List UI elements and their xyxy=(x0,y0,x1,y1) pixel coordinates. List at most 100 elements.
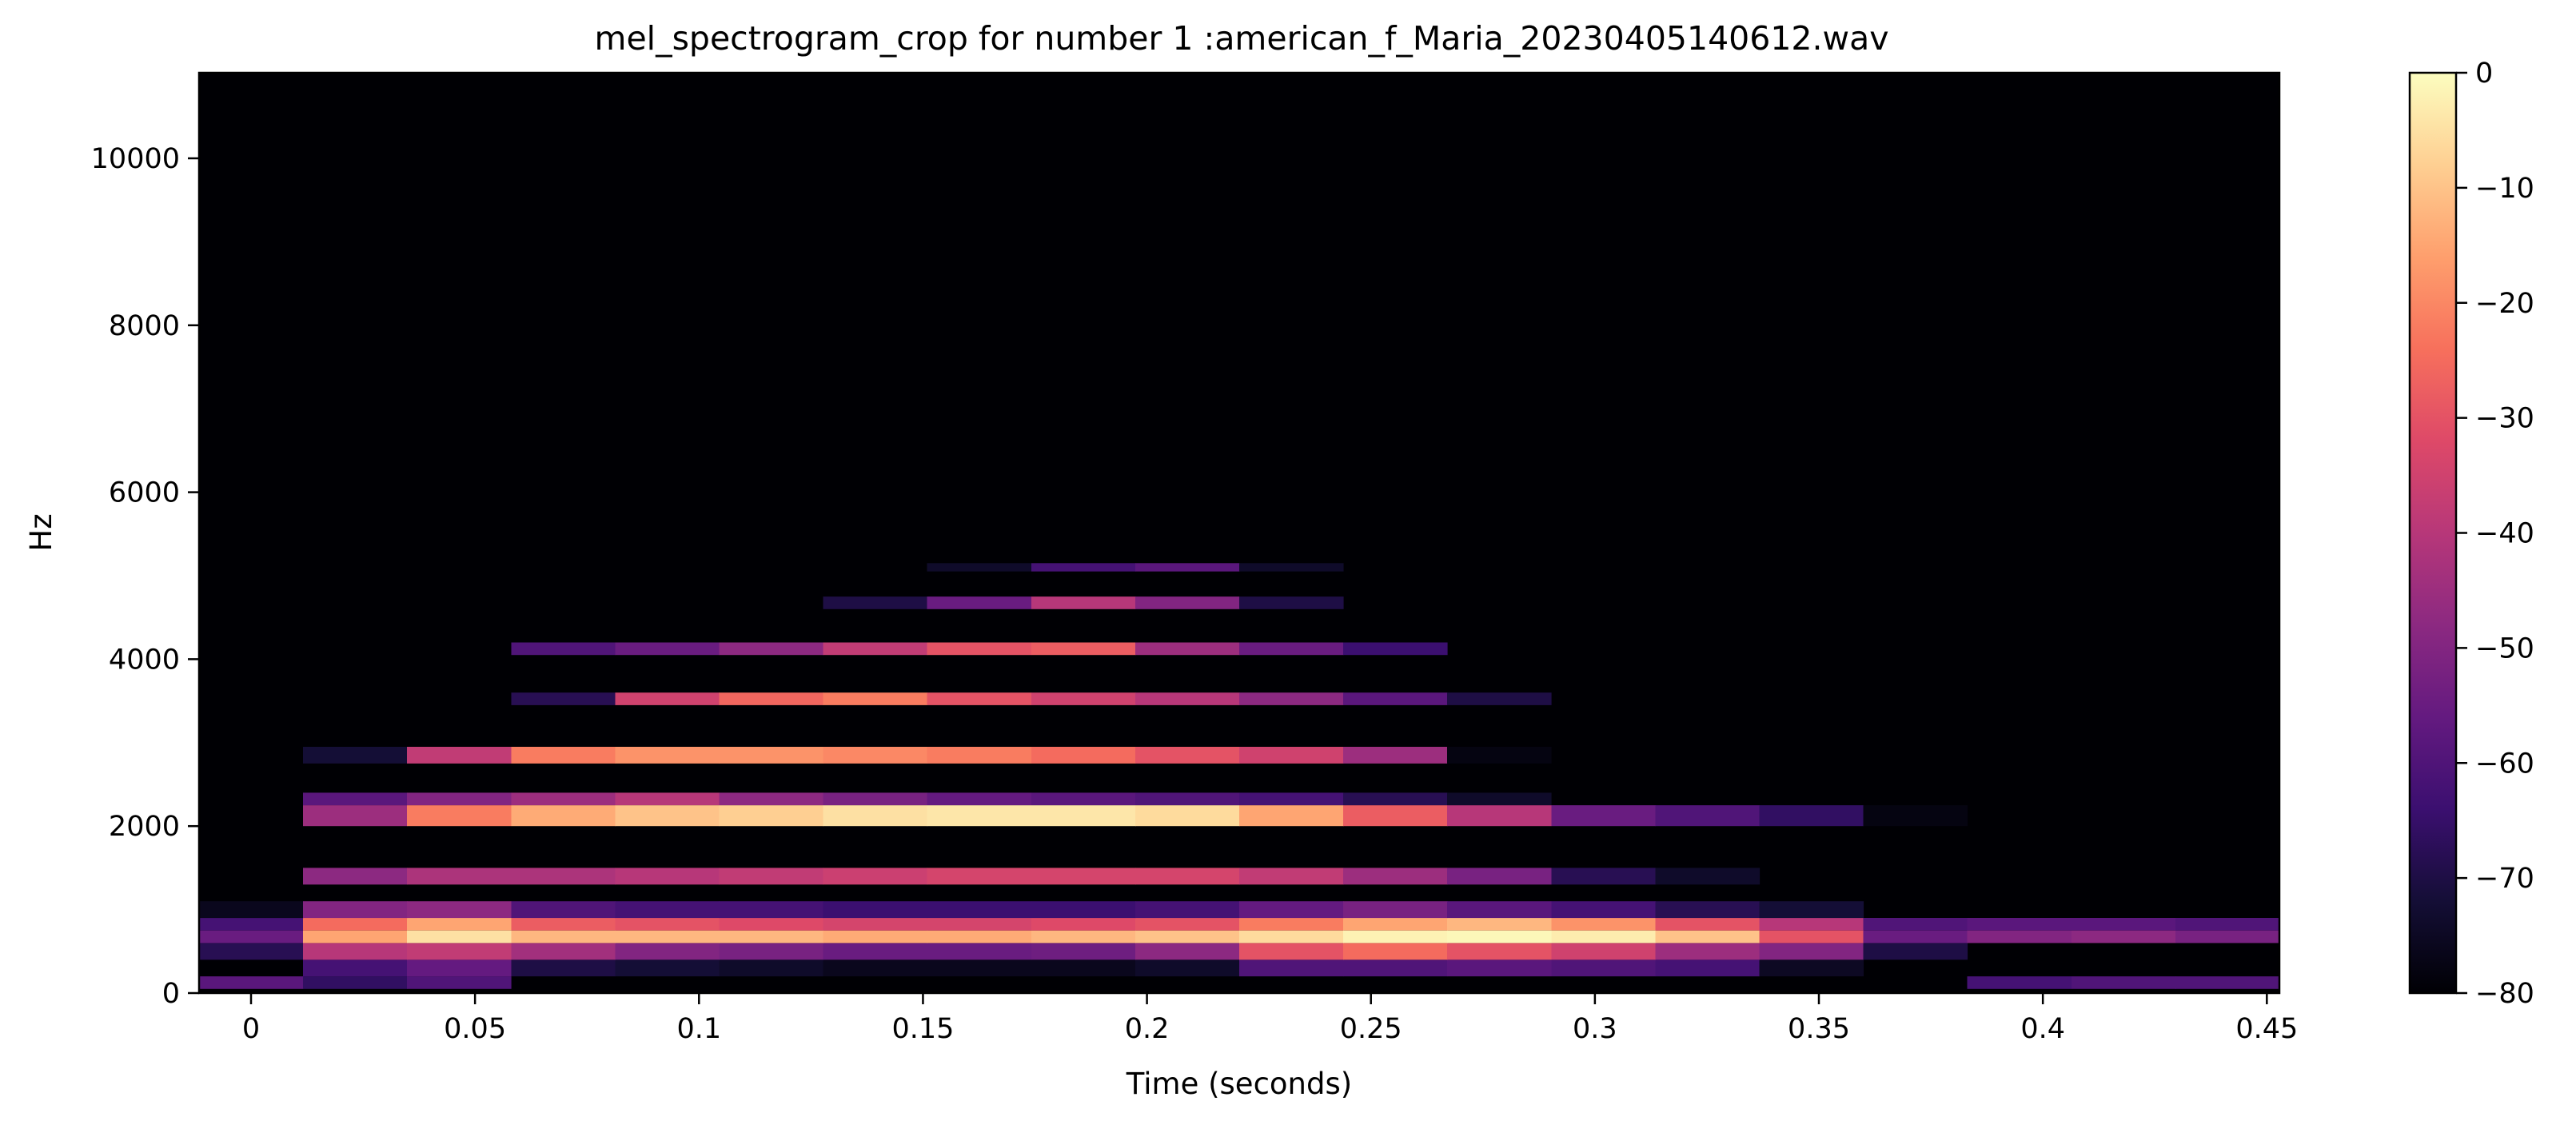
heatmap-cell-b2-t12 xyxy=(1447,943,1552,960)
heatmap-cell-b5-t5 xyxy=(719,901,824,919)
heatmap-cell-b8-t12 xyxy=(1447,792,1552,806)
heatmap-cell-b9-t8 xyxy=(1031,747,1136,764)
heatmap-cell-b4-t0 xyxy=(199,918,304,931)
heatmap-cell-b7-t3 xyxy=(511,805,616,827)
heatmap-cell-b3-t12 xyxy=(1447,930,1552,943)
heatmap-cell-b4-t8 xyxy=(1031,918,1136,931)
heatmap-cell-b3-t6 xyxy=(823,930,928,943)
heatmap-cell-b12-t10 xyxy=(1239,596,1344,609)
heatmap-cell-b5-t14 xyxy=(1655,901,1761,919)
heatmap-cell-b4-t18 xyxy=(2072,918,2176,931)
x-tick-label: 0.3 xyxy=(1573,1013,1617,1045)
heatmap-cell-b3-t13 xyxy=(1551,930,1657,943)
heatmap-cell-b3-t14 xyxy=(1655,930,1761,943)
heatmap-cell-b13-t9 xyxy=(1135,563,1240,572)
heatmap-cell-b4-t14 xyxy=(1655,918,1761,931)
heatmap-cell-b1-t14 xyxy=(1655,959,1761,977)
heatmap-cell-b0-t19 xyxy=(2175,976,2280,989)
heatmap-cell-b2-t5 xyxy=(719,943,824,960)
heatmap-cell-b9-t7 xyxy=(927,747,1032,764)
heatmap-cell-b10-t6 xyxy=(823,692,928,705)
heatmap-cell-b9-t5 xyxy=(719,747,824,764)
heatmap-cell-b0-t1 xyxy=(303,976,408,989)
heatmap-cell-b4-t3 xyxy=(511,918,616,931)
plot-area xyxy=(197,71,2281,995)
heatmap-cell-b4-t16 xyxy=(1863,918,1968,931)
heatmap-cell-b7-t5 xyxy=(719,805,824,827)
heatmap-cell-b3-t18 xyxy=(2072,930,2176,943)
heatmap-cell-b1-t3 xyxy=(511,959,616,977)
heatmap-cell-b6-t11 xyxy=(1343,868,1448,885)
y-tick-label: 10000 xyxy=(91,143,180,175)
colorbar-tick-label: −10 xyxy=(2475,173,2534,205)
heatmap-cell-b11-t11 xyxy=(1343,642,1448,656)
heatmap-cell-b7-t9 xyxy=(1135,805,1240,827)
colorbar-tick-label: −50 xyxy=(2475,632,2534,664)
heatmap-cell-b13-t8 xyxy=(1031,563,1136,572)
x-tick-label: 0.35 xyxy=(1788,1013,1850,1045)
heatmap-cell-b5-t11 xyxy=(1343,901,1448,919)
heatmap-cell-b10-t3 xyxy=(511,692,616,705)
heatmap-cell-b8-t5 xyxy=(719,792,824,806)
heatmap-cell-b10-t8 xyxy=(1031,692,1136,705)
heatmap-cell-b1-t8 xyxy=(1031,959,1136,977)
heatmap-cell-b2-t2 xyxy=(407,943,512,960)
heatmap-cell-b5-t10 xyxy=(1239,901,1344,919)
heatmap-cell-b2-t8 xyxy=(1031,943,1136,960)
heatmap-cell-b12-t7 xyxy=(927,596,1032,609)
chart-title: mel_spectrogram_crop for number 1 :ameri… xyxy=(595,19,1889,58)
heatmap-cell-b12-t6 xyxy=(823,596,928,609)
heatmap-cell-b4-t2 xyxy=(407,918,512,931)
heatmap-cell-b10-t12 xyxy=(1447,692,1552,705)
colorbar-tick-label: −70 xyxy=(2475,863,2534,895)
heatmap-cell-b5-t15 xyxy=(1759,901,1864,919)
heatmap-cell-b0-t17 xyxy=(1967,976,2072,989)
heatmap-cell-b5-t12 xyxy=(1447,901,1552,919)
x-axis: 0 0.05 0.1 0.15 0.2 0.25 0.3 0.35 0.4 0.45 xyxy=(242,993,2298,1045)
heatmap-cell-b8-t10 xyxy=(1239,792,1344,806)
heatmap-cell-b4-t5 xyxy=(719,918,824,931)
heatmap-cell-b7-t4 xyxy=(615,805,720,827)
heatmap-cell-b7-t1 xyxy=(303,805,408,827)
heatmap-cell-b6-t9 xyxy=(1135,868,1240,885)
x-tick-label: 0.2 xyxy=(1125,1013,1170,1045)
heatmap-cell-b1-t5 xyxy=(719,959,824,977)
heatmap-cell-b7-t7 xyxy=(927,805,1032,827)
heatmap-cell-b4-t17 xyxy=(1967,918,2072,931)
heatmap-cell-b10-t4 xyxy=(615,692,720,705)
heatmap-cell-b6-t3 xyxy=(511,868,616,885)
heatmap-cell-b5-t8 xyxy=(1031,901,1136,919)
y-axis: 0 2000 4000 6000 8000 10000 xyxy=(91,143,199,1010)
heatmap-cell-b6-t1 xyxy=(303,868,408,885)
heatmap-cell-b9-t1 xyxy=(303,747,408,764)
heatmap-cell-b5-t0 xyxy=(199,901,304,919)
heatmap-cell-b2-t9 xyxy=(1135,943,1240,960)
heatmap-cell-b1-t11 xyxy=(1343,959,1448,977)
heatmap-cell-b9-t10 xyxy=(1239,747,1344,764)
colorbar: 0 −10 −20 −30 −40 −50 −60 −70 −80 xyxy=(2408,58,2534,1010)
heatmap-cell-b3-t11 xyxy=(1343,930,1448,943)
heatmap-cell-b2-t16 xyxy=(1863,943,1968,960)
heatmap-cell-b8-t2 xyxy=(407,792,512,806)
heatmap-cell-b6-t12 xyxy=(1447,868,1552,885)
heatmap-cell-b8-t4 xyxy=(615,792,720,806)
heatmap-cell-b3-t17 xyxy=(1967,930,2072,943)
heatmap-cell-b6-t8 xyxy=(1031,868,1136,885)
plot-background xyxy=(199,73,2279,993)
heatmap-cell-b7-t8 xyxy=(1031,805,1136,827)
heatmap-cell-b5-t6 xyxy=(823,901,928,919)
heatmap-cell-b9-t11 xyxy=(1343,747,1448,764)
heatmap-cell-b9-t4 xyxy=(615,747,720,764)
heatmap-cell-b3-t16 xyxy=(1863,930,1968,943)
heatmap-cell-b9-t3 xyxy=(511,747,616,764)
heatmap-cell-b8-t11 xyxy=(1343,792,1448,806)
heatmap-cell-b5-t1 xyxy=(303,901,408,919)
heatmap-cell-b8-t8 xyxy=(1031,792,1136,806)
heatmap-cell-b11-t4 xyxy=(615,642,720,656)
heatmap-cell-b1-t2 xyxy=(407,959,512,977)
heatmap-cell-b7-t14 xyxy=(1655,805,1761,827)
heatmap-cell-b3-t1 xyxy=(303,930,408,943)
x-tick-label: 0.4 xyxy=(2020,1013,2065,1045)
heatmap-cell-b12-t8 xyxy=(1031,596,1136,609)
heatmap-cell-b13-t10 xyxy=(1239,563,1344,572)
